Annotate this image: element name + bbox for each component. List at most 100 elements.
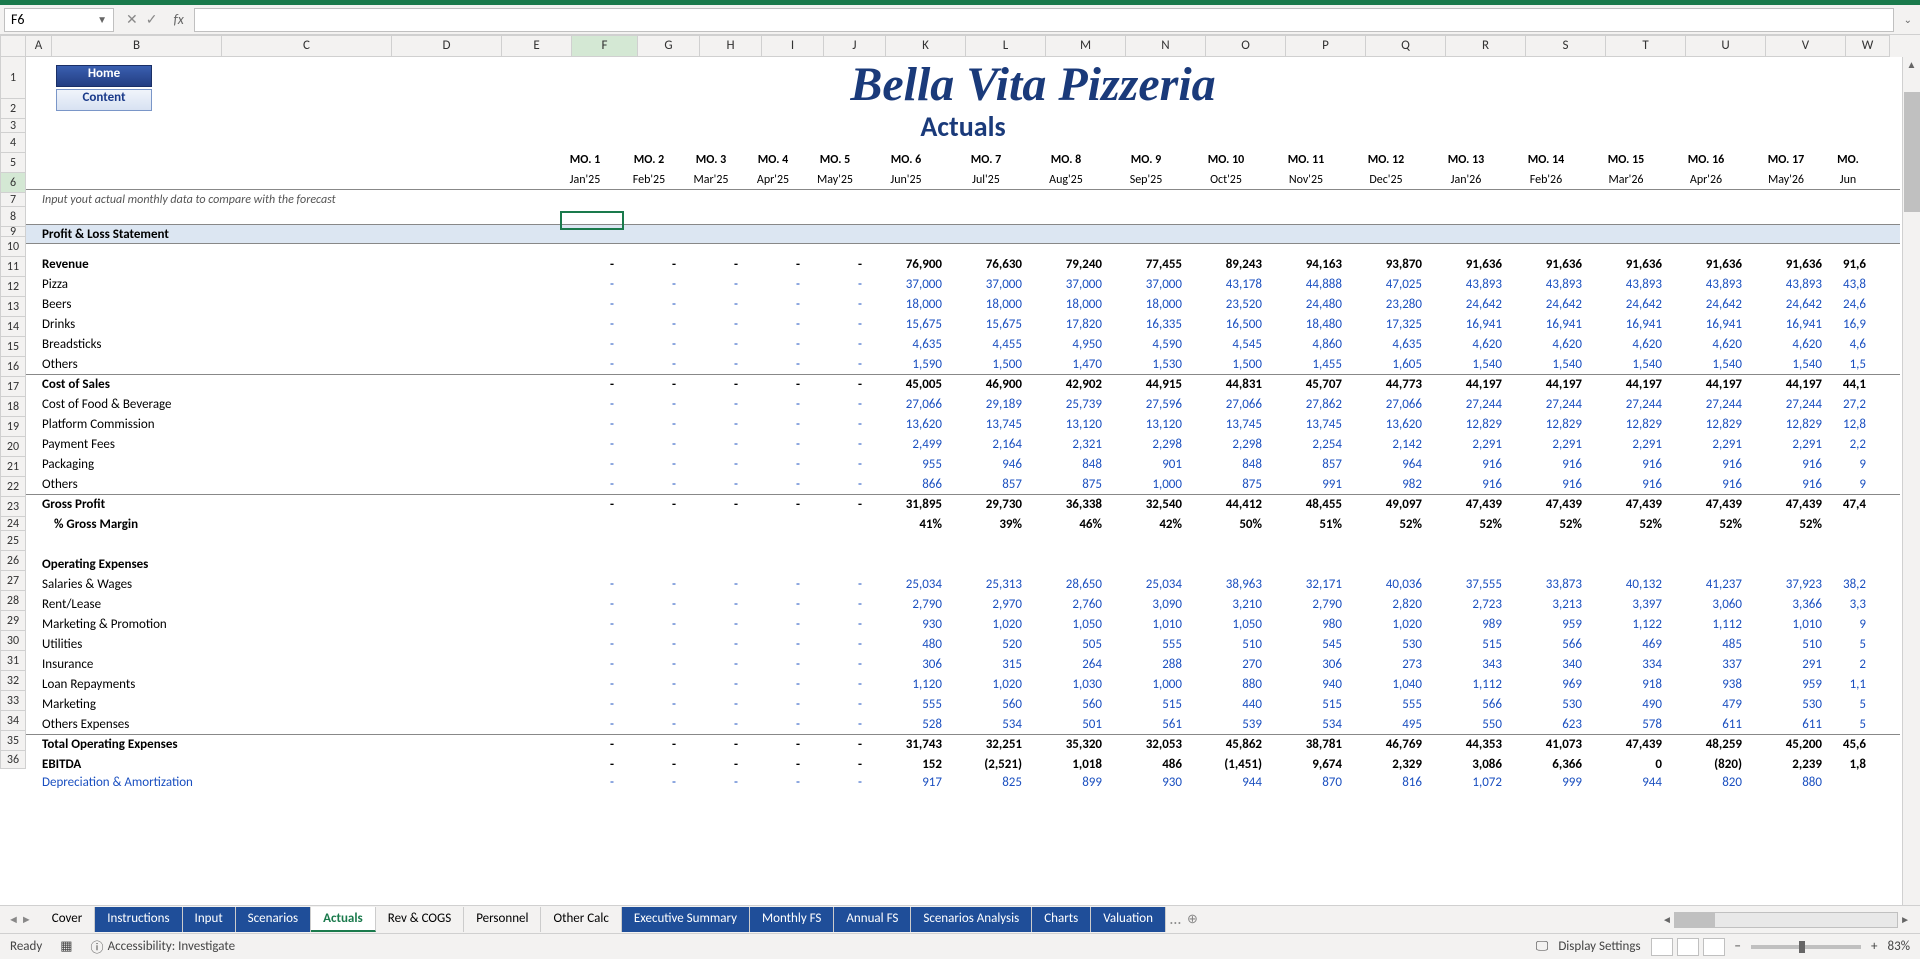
col-header-F[interactable]: F [572,35,638,57]
col-header-Q[interactable]: Q [1366,35,1446,57]
col-header-B[interactable]: B [52,35,222,57]
sheet-tab-personnel[interactable]: Personnel [464,907,541,932]
row-header-21[interactable]: 21 [0,457,26,477]
col-header-W[interactable]: W [1846,35,1890,57]
row-header-20[interactable]: 20 [0,437,26,457]
sheet-tab-valuation[interactable]: Valuation [1091,907,1166,932]
horizontal-scrollbar[interactable]: ◄ ► [1660,911,1920,929]
row-header-35[interactable]: 35 [0,731,26,751]
col-header-J[interactable]: J [824,35,886,57]
tabs-overflow-icon[interactable]: … [1170,910,1181,929]
row-header-28[interactable]: 28 [0,591,26,611]
col-header-C[interactable]: C [222,35,392,57]
formula-input[interactable] [194,8,1894,32]
row-header-25[interactable]: 25 [0,531,26,551]
row-header-36[interactable]: 36 [0,751,26,769]
zoom-slider[interactable] [1751,945,1861,949]
content-button[interactable]: Content [56,89,152,111]
row-header-14[interactable]: 14 [0,317,26,337]
row-header-15[interactable]: 15 [0,337,26,357]
status-display[interactable]: Display Settings [1558,939,1640,954]
col-header-S[interactable]: S [1526,35,1606,57]
row-header-8[interactable]: 8 [0,207,26,227]
col-header-V[interactable]: V [1766,35,1846,57]
zoom-out-icon[interactable]: − [1735,939,1741,954]
row-header-23[interactable]: 23 [0,497,26,517]
view-normal-icon[interactable] [1651,938,1673,956]
confirm-icon[interactable]: ✓ [146,11,158,28]
col-header-O[interactable]: O [1206,35,1286,57]
col-header-R[interactable]: R [1446,35,1526,57]
col-header-D[interactable]: D [392,35,502,57]
vertical-scroll-thumb[interactable] [1904,92,1920,212]
sheet-tab-instructions[interactable]: Instructions [95,907,182,932]
sheet-tab-actuals[interactable]: Actuals [311,907,376,932]
zoom-in-icon[interactable]: + [1871,939,1877,954]
col-header-T[interactable]: T [1606,35,1686,57]
col-header-M[interactable]: M [1046,35,1126,57]
sheet-tab-monthly-fs[interactable]: Monthly FS [750,907,834,932]
row-header-9[interactable]: 9 [0,227,26,237]
horizontal-scroll-thumb[interactable] [1675,913,1715,927]
vertical-scrollbar[interactable]: ▲ [1902,57,1920,905]
row-header-16[interactable]: 16 [0,357,26,377]
col-header-L[interactable]: L [966,35,1046,57]
macro-icon[interactable]: ▦ [60,939,72,954]
row-header-13[interactable]: 13 [0,297,26,317]
row-header-29[interactable]: 29 [0,611,26,631]
col-header-U[interactable]: U [1686,35,1766,57]
col-header-H[interactable]: H [700,35,762,57]
name-box[interactable]: F6 ▼ [4,8,114,32]
formula-expand-icon[interactable]: ⌄ [1900,13,1916,26]
view-break-icon[interactable] [1703,938,1725,956]
name-box-dropdown-icon[interactable]: ▼ [97,13,107,26]
row-header-4[interactable]: 4 [0,133,26,153]
sheet-tab-other-calc[interactable]: Other Calc [541,907,621,932]
tab-nav-prev-icon[interactable]: ► [21,913,32,926]
row-header-1[interactable]: 1 [0,57,26,99]
new-sheet-icon[interactable]: ⊕ [1187,912,1198,927]
row-header-34[interactable]: 34 [0,711,26,731]
row-header-26[interactable]: 26 [0,551,26,571]
row-header-6[interactable]: 6 [0,173,26,193]
row-header-24[interactable]: 24 [0,517,26,531]
row-header-32[interactable]: 32 [0,671,26,691]
scroll-up-icon[interactable]: ▲ [1904,58,1920,74]
row-header-11[interactable]: 11 [0,257,26,277]
row-header-5[interactable]: 5 [0,153,26,173]
row-header-18[interactable]: 18 [0,397,26,417]
col-header-E[interactable]: E [502,35,572,57]
home-button[interactable]: Home [56,65,152,87]
worksheet[interactable]: Home Content Bella Vita Pizzeria Actuals… [26,57,1900,905]
fx-icon[interactable]: fx [173,11,183,28]
select-all-corner[interactable] [0,35,26,57]
sheet-tab-annual-fs[interactable]: Annual FS [834,907,911,932]
sheet-tab-cover[interactable]: Cover [40,907,95,932]
row-header-7[interactable]: 7 [0,193,26,207]
row-header-10[interactable]: 10 [0,237,26,257]
row-header-31[interactable]: 31 [0,651,26,671]
row-header-33[interactable]: 33 [0,691,26,711]
row-header-30[interactable]: 30 [0,631,26,651]
sheet-tab-scenarios-analysis[interactable]: Scenarios Analysis [911,907,1032,932]
row-header-27[interactable]: 27 [0,571,26,591]
col-header-N[interactable]: N [1126,35,1206,57]
tab-nav-first-icon[interactable]: ◄ [8,913,19,926]
accessibility-icon[interactable]: ⓘ [91,937,104,956]
col-header-K[interactable]: K [886,35,966,57]
sheet-tab-executive-summary[interactable]: Executive Summary [622,907,750,932]
sheet-tab-charts[interactable]: Charts [1032,907,1091,932]
sheet-tab-input[interactable]: Input [183,907,236,932]
hscroll-right-icon[interactable]: ► [1898,913,1912,926]
view-layout-icon[interactable] [1677,938,1699,956]
col-header-I[interactable]: I [762,35,824,57]
row-header-19[interactable]: 19 [0,417,26,437]
row-header-22[interactable]: 22 [0,477,26,497]
col-header-P[interactable]: P [1286,35,1366,57]
cancel-icon[interactable]: ✕ [126,11,138,28]
sheet-tab-scenarios[interactable]: Scenarios [236,907,311,932]
row-header-17[interactable]: 17 [0,377,26,397]
zoom-level[interactable]: 83% [1888,939,1910,954]
row-header-2[interactable]: 2 [0,99,26,119]
sheet-tab-rev-cogs[interactable]: Rev & COGS [376,907,464,932]
